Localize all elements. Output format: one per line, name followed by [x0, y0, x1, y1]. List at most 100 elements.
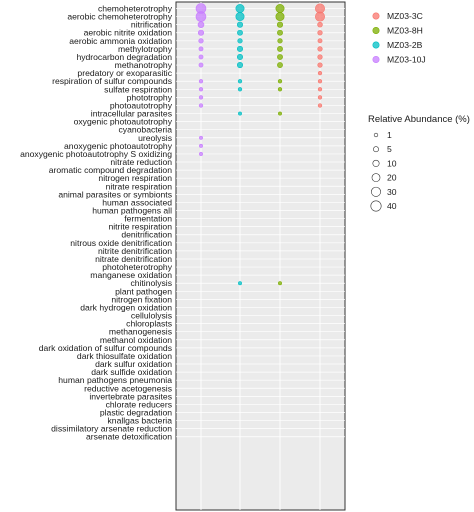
y-tick-label: nitrogen respiration	[98, 173, 172, 183]
data-point	[277, 62, 283, 68]
data-point	[198, 62, 204, 68]
data-point	[278, 111, 282, 116]
data-point	[198, 79, 204, 84]
y-tick-label: knallgas bacteria	[108, 416, 173, 426]
data-point	[198, 46, 204, 52]
legend-color-label: MZ03-2B	[387, 40, 423, 50]
y-tick-label: dark hydrogen oxidation	[80, 302, 172, 312]
y-tick-label: photoheterotrophy	[102, 262, 172, 272]
y-tick-label: nitrite denitrification	[98, 246, 172, 256]
y-tick-label: methanogenesis	[109, 327, 172, 337]
y-tick-label: respiration of sulfur compounds	[52, 76, 172, 86]
y-tick-label: nitrate denitrification	[95, 254, 172, 264]
legend-size-key	[370, 200, 382, 212]
y-tick-label: methanol oxidation	[100, 335, 172, 345]
y-tick-label: chlorate reducers	[106, 399, 172, 409]
data-point	[277, 45, 283, 52]
y-tick-label: nitrate respiration	[106, 181, 173, 191]
legend-color-key	[372, 55, 380, 63]
data-point	[317, 95, 323, 100]
data-point	[317, 87, 323, 92]
data-point	[317, 103, 323, 108]
y-tick-label: dark thiosulfate oxidation	[77, 351, 172, 361]
y-tick-label: aerobic nitrite oxidation	[84, 28, 173, 38]
legend-size-label: 10	[387, 158, 397, 168]
legend-color-label: MZ03-3C	[387, 11, 423, 21]
y-tick-label: oxygenic photoautotrophy	[74, 117, 173, 127]
data-point	[199, 143, 203, 148]
data-point	[197, 29, 205, 36]
data-point	[237, 79, 243, 84]
y-tick-label: cellulolysis	[131, 311, 172, 321]
legend-color-label: MZ03-8H	[387, 26, 423, 36]
data-point	[236, 53, 244, 61]
legend-color-key	[372, 41, 380, 49]
y-tick-label: chloroplasts	[126, 319, 172, 329]
y-tick-label: nitrification	[131, 20, 172, 30]
data-point	[198, 38, 204, 44]
data-point	[195, 11, 207, 22]
data-point	[235, 12, 245, 22]
y-tick-label: aromatic compound degradation	[49, 165, 172, 175]
y-tick-label: nitrite respiration	[108, 222, 172, 232]
data-point	[277, 38, 283, 44]
y-tick-label: aerobic ammonia oxidation	[69, 36, 172, 46]
data-point	[236, 21, 244, 28]
y-tick-label: fermentation	[124, 214, 172, 224]
data-point	[198, 87, 204, 92]
legend-size-key	[373, 132, 379, 138]
y-tick-label: nitrogen fixation	[111, 294, 172, 304]
y-tick-label: methanotrophy	[115, 60, 173, 70]
y-tick-label: reductive acetogenesis	[84, 383, 172, 393]
data-point	[276, 21, 284, 28]
y-tick-label: dark oxidation of sulfur compounds	[39, 343, 172, 353]
y-tick-label: dark sulfide oxidation	[91, 367, 172, 377]
y-tick-label: anoxygenic photoautotrophy	[64, 141, 173, 151]
data-point	[317, 38, 323, 44]
data-points	[195, 3, 325, 286]
data-point	[198, 95, 204, 100]
legend-size-label: 5	[387, 144, 392, 154]
legend-size-key	[371, 186, 381, 197]
data-point	[277, 79, 283, 84]
data-point	[198, 54, 204, 60]
data-point	[236, 45, 244, 52]
data-point	[238, 281, 242, 286]
legend-color-label: MZ03-10J	[387, 55, 426, 65]
y-tick-label: human pathogens pneumonia	[58, 375, 172, 385]
data-point	[198, 103, 204, 108]
data-point	[237, 29, 243, 36]
legend-samples: MZ03-3C MZ03-8H MZ03-2B MZ03-10J	[372, 11, 426, 65]
data-point	[235, 4, 245, 13]
data-point	[277, 29, 283, 36]
legend-size-label: 40	[387, 201, 397, 211]
data-point	[317, 30, 323, 36]
y-tick-label: chemoheterotrophy	[98, 4, 173, 14]
legend-color-key	[372, 26, 380, 34]
legend-size-key	[371, 173, 381, 182]
y-tick-label: phototrophy	[127, 92, 173, 102]
data-point	[275, 12, 285, 22]
y-tick-label: chitinolysis	[130, 278, 172, 288]
y-tick-label: hydrocarbon degradation	[76, 52, 172, 62]
data-point	[317, 54, 323, 60]
data-point	[199, 135, 203, 140]
data-point	[317, 62, 323, 68]
data-point	[275, 4, 285, 13]
legend-size-label: 30	[387, 187, 397, 197]
data-point	[317, 79, 323, 84]
y-tick-label: sulfate respiration	[104, 84, 172, 94]
y-tick-label: predatory or exoparasitic	[77, 68, 172, 78]
y-tick-label: dissimilatory arsenate reduction	[51, 424, 172, 434]
legend-size-key	[373, 146, 379, 153]
y-tick-label: methylotrophy	[118, 44, 173, 54]
legend-size-label: 20	[387, 173, 397, 183]
data-point	[317, 46, 323, 52]
y-tick-label: plastic degradation	[100, 408, 172, 418]
data-point	[315, 11, 325, 22]
y-tick-label: aerobic chemoheterotrophy	[67, 12, 172, 22]
y-tick-label: invertebrate parasites	[89, 391, 172, 401]
data-point	[236, 62, 244, 69]
y-tick-label: human associated	[102, 197, 172, 207]
